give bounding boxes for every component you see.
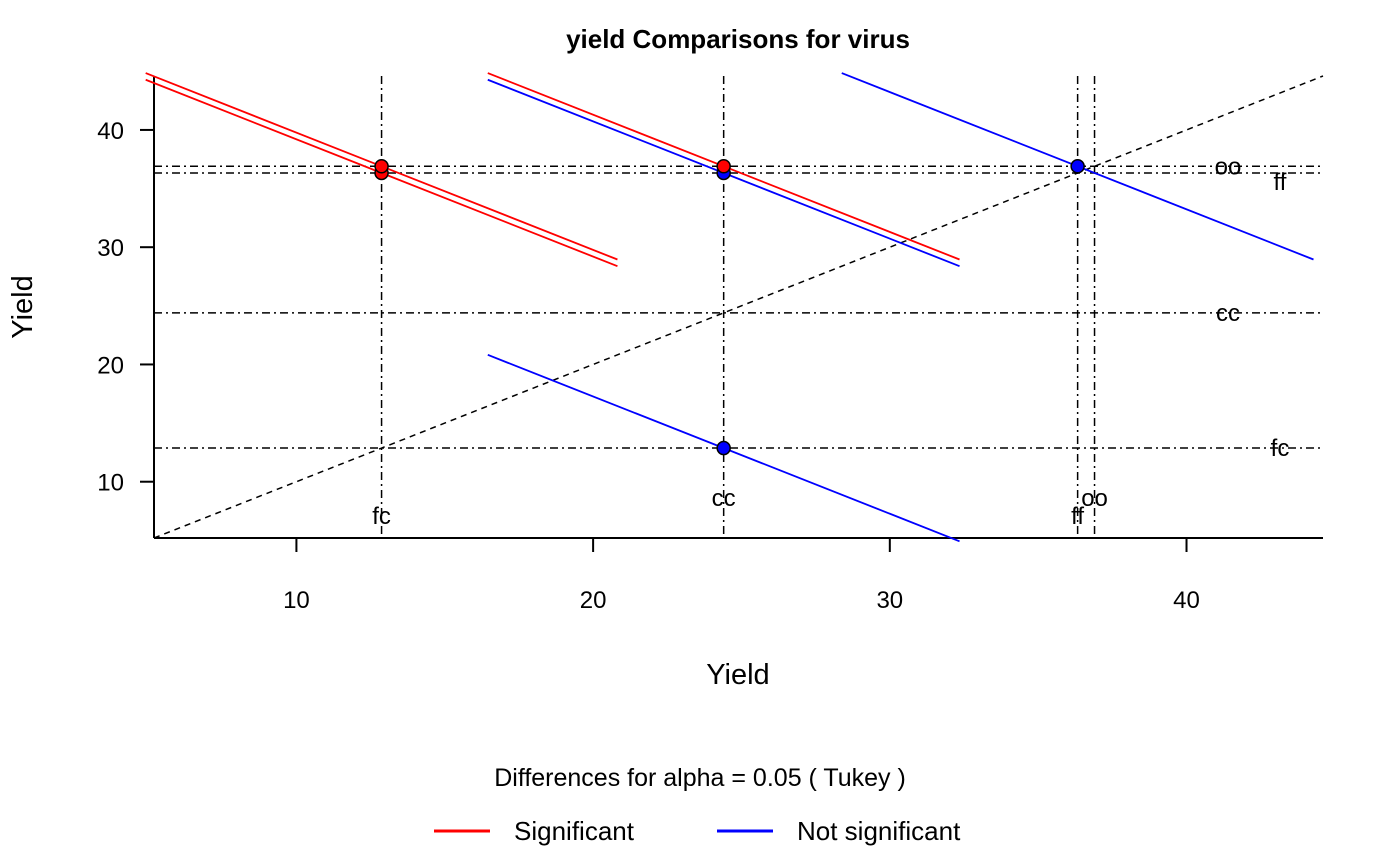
comparison-point-fc-cc: [716, 440, 731, 456]
identity-line: [153, 75, 1324, 539]
y-tick-label: 40: [97, 118, 124, 145]
y-tick-label: 20: [97, 352, 124, 379]
legend-title: Differences for alpha = 0.05 ( Tukey ): [494, 764, 906, 792]
level-label-right-oo: oo: [1215, 153, 1242, 180]
level-label-x-cc: cc: [712, 485, 736, 512]
level-label-x-oo: oo: [1081, 485, 1108, 512]
legend-label-significant: Significant: [514, 816, 635, 846]
legend-label-not-significant: Not significant: [797, 816, 961, 846]
y-tick-label: 30: [97, 235, 124, 262]
comparison-point-ff-oo: [1070, 159, 1085, 174]
legend: Differences for alpha = 0.05 ( Tukey ) S…: [434, 764, 961, 846]
x-tick-label: 20: [580, 587, 607, 614]
x-tick-label: 40: [1173, 587, 1200, 614]
comparison-point-fc-oo: [374, 159, 389, 174]
level-label-right-ff: ff: [1274, 169, 1287, 196]
chart-title: yield Comparisons for virus: [566, 24, 910, 54]
y-tick-label: 10: [97, 470, 124, 497]
x-tick-label: 10: [283, 587, 310, 614]
level-label-right-fc: fc: [1271, 435, 1290, 462]
level-label-x-fc: fc: [372, 503, 391, 530]
x-tick-label: 30: [876, 587, 903, 614]
level-label-right-cc: cc: [1216, 300, 1240, 327]
y-axis-title: Yield: [7, 275, 39, 338]
comparison-point-cc-oo: [716, 159, 731, 174]
x-axis-title: Yield: [706, 659, 769, 691]
level-label-x-ff: ff: [1071, 503, 1084, 530]
